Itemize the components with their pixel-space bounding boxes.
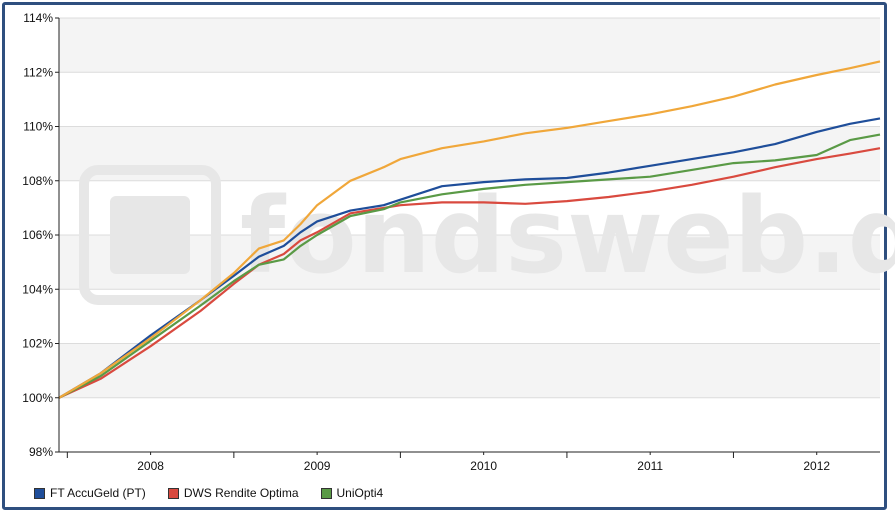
legend: FT AccuGeld (PT) DWS Rendite Optima UniOpt… [34,486,383,500]
series-line-3 [58,133,881,399]
watermark-logo [79,165,221,305]
plot-band [59,72,880,127]
legend-item-1: FT AccuGeld (PT) [34,486,146,500]
plot-band [59,343,880,398]
y-tick-label: 110% [23,120,53,134]
x-axis-tick-labels: 2008 2009 2010 2011 2012 [66,452,830,473]
legend-swatch [34,487,45,499]
plot-band [59,397,880,452]
series-line-4 [58,60,881,399]
y-tick-label: 114% [23,11,53,25]
x-tick-label: 2012 [803,459,830,473]
legend-label: DWS Rendite Optima [183,486,299,500]
watermark-text: fondsweb.de [240,175,895,297]
x-tick-label: 2008 [137,459,164,473]
series-lines [58,60,881,399]
series-line-2 [58,147,881,399]
legend-label: FT AccuGeld (PT) [50,486,146,500]
y-tick-label: 100% [22,391,53,405]
y-tick-label: 108% [22,174,53,188]
x-tick-label: 2009 [304,459,331,473]
y-tick-label: 102% [22,337,53,351]
x-tick-label: 2010 [470,459,497,473]
y-tick-label: 98% [29,445,53,459]
y-tick-label: 104% [22,282,53,296]
plot-band [59,18,880,73]
y-tick-label: 112% [23,65,53,79]
series-line-1 [58,117,881,399]
watermark-logo-inner [110,196,190,274]
legend-item-2: DWS Rendite Optima [167,486,299,500]
y-axis-tick-labels: 98% 100% 102% 104% 106% 108% 110% 112% 114% [22,11,59,459]
legend-label: UniOpti4 [336,486,384,500]
x-tick-label: 2011 [637,459,663,473]
legend-item-3: UniOpti4 [320,486,384,500]
plot-band [59,235,880,290]
y-tick-label: 106% [22,228,53,242]
legend-swatch [320,487,332,499]
legend-swatch [167,487,179,499]
